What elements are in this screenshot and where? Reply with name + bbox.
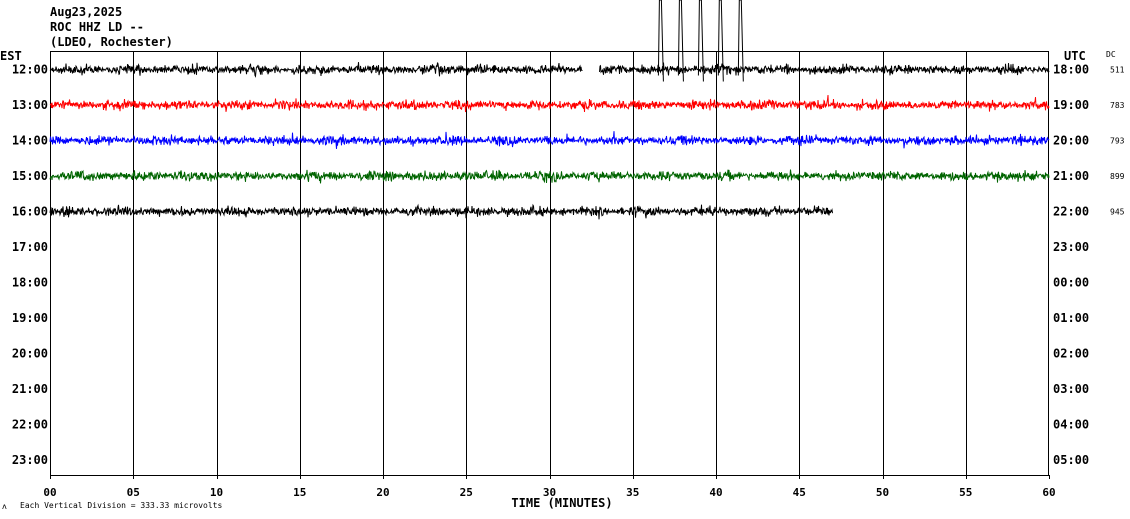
clipped-spike (677, 0, 684, 82)
x-tick-label: 05 (127, 486, 140, 499)
x-axis-title: TIME (MINUTES) (511, 496, 612, 510)
trace-row-3 (49, 169, 1050, 184)
row-labels: 12:00 18:00 511 13:00 19:00 783 14:00 20:00 793 1… (12, 63, 1125, 468)
seismic-traces (49, 62, 1050, 220)
est-axis-label: EST (0, 49, 22, 63)
utc-row-label: 02:00 (1053, 347, 1089, 361)
scale-note: Each Vertical Division = 333.33 microvol… (20, 501, 222, 510)
x-tick-label: 20 (376, 486, 389, 499)
utc-row-label: 03:00 (1053, 382, 1089, 396)
dc-value: 783 (1110, 101, 1125, 110)
clipped-spike (657, 0, 664, 82)
est-row-label: 23:00 (12, 453, 48, 467)
header-date: Aug23,2025 (50, 5, 122, 19)
est-row-label: 12:00 (12, 63, 48, 77)
dc-label: DC (1106, 50, 1116, 59)
x-tick-label: 60 (1042, 486, 1055, 499)
clipped-spike (697, 0, 704, 82)
utc-row-label: 01:00 (1053, 311, 1089, 325)
clipped-spikes (657, 0, 744, 82)
est-row-label: 17:00 (12, 240, 48, 254)
utc-row-label: 20:00 (1053, 134, 1089, 148)
utc-row-label: 22:00 (1053, 205, 1089, 219)
x-tick-label: 45 (793, 486, 806, 499)
x-tick-label: 35 (626, 486, 639, 499)
x-tick-label: 00 (43, 486, 56, 499)
dc-value: 793 (1110, 137, 1125, 146)
x-tick-label: 40 (709, 486, 722, 499)
x-tick-label: 15 (293, 486, 306, 499)
x-tick-label: 25 (460, 486, 473, 499)
est-row-label: 14:00 (12, 134, 48, 148)
trace-row-0 (49, 62, 1050, 78)
est-row-label: 15:00 (12, 169, 48, 183)
clipped-spike (737, 0, 744, 82)
est-row-label: 21:00 (12, 382, 48, 396)
utc-row-label: 04:00 (1053, 418, 1089, 432)
utc-row-label: 00:00 (1053, 276, 1089, 290)
dc-value: 945 (1110, 208, 1125, 217)
est-row-label: 20:00 (12, 347, 48, 361)
utc-axis-label: UTC (1064, 49, 1086, 63)
est-row-label: 22:00 (12, 418, 48, 432)
plot-frame (50, 51, 1049, 476)
est-row-label: 13:00 (12, 98, 48, 112)
trace-row-2 (49, 131, 1050, 149)
dc-value: 899 (1110, 172, 1125, 181)
x-axis-ticks: 00 05 10 15 20 25 30 35 40 45 50 55 60 (43, 475, 1056, 499)
utc-row-label: 05:00 (1053, 453, 1089, 467)
x-tick-label: 55 (959, 486, 972, 499)
vertical-grid (133, 51, 967, 475)
utc-row-label: 21:00 (1053, 169, 1089, 183)
trace-row-4 (49, 203, 833, 220)
utc-row-label: 18:00 (1053, 63, 1089, 77)
est-row-label: 19:00 (12, 311, 48, 325)
utc-row-label: 19:00 (1053, 98, 1089, 112)
header-station: ROC HHZ LD -- (50, 20, 144, 34)
utc-row-label: 23:00 (1053, 240, 1089, 254)
est-row-label: 18:00 (12, 276, 48, 290)
trace-row-1 (49, 94, 1050, 113)
x-tick-label: 50 (876, 486, 889, 499)
dc-value: 511 (1110, 66, 1125, 75)
clipped-spike (717, 0, 724, 82)
corner-mark: ʌ (2, 502, 7, 511)
est-row-label: 16:00 (12, 205, 48, 219)
x-tick-label: 30 (543, 486, 556, 499)
x-tick-label: 10 (210, 486, 223, 499)
header-network: (LDEO, Rochester) (50, 35, 173, 49)
